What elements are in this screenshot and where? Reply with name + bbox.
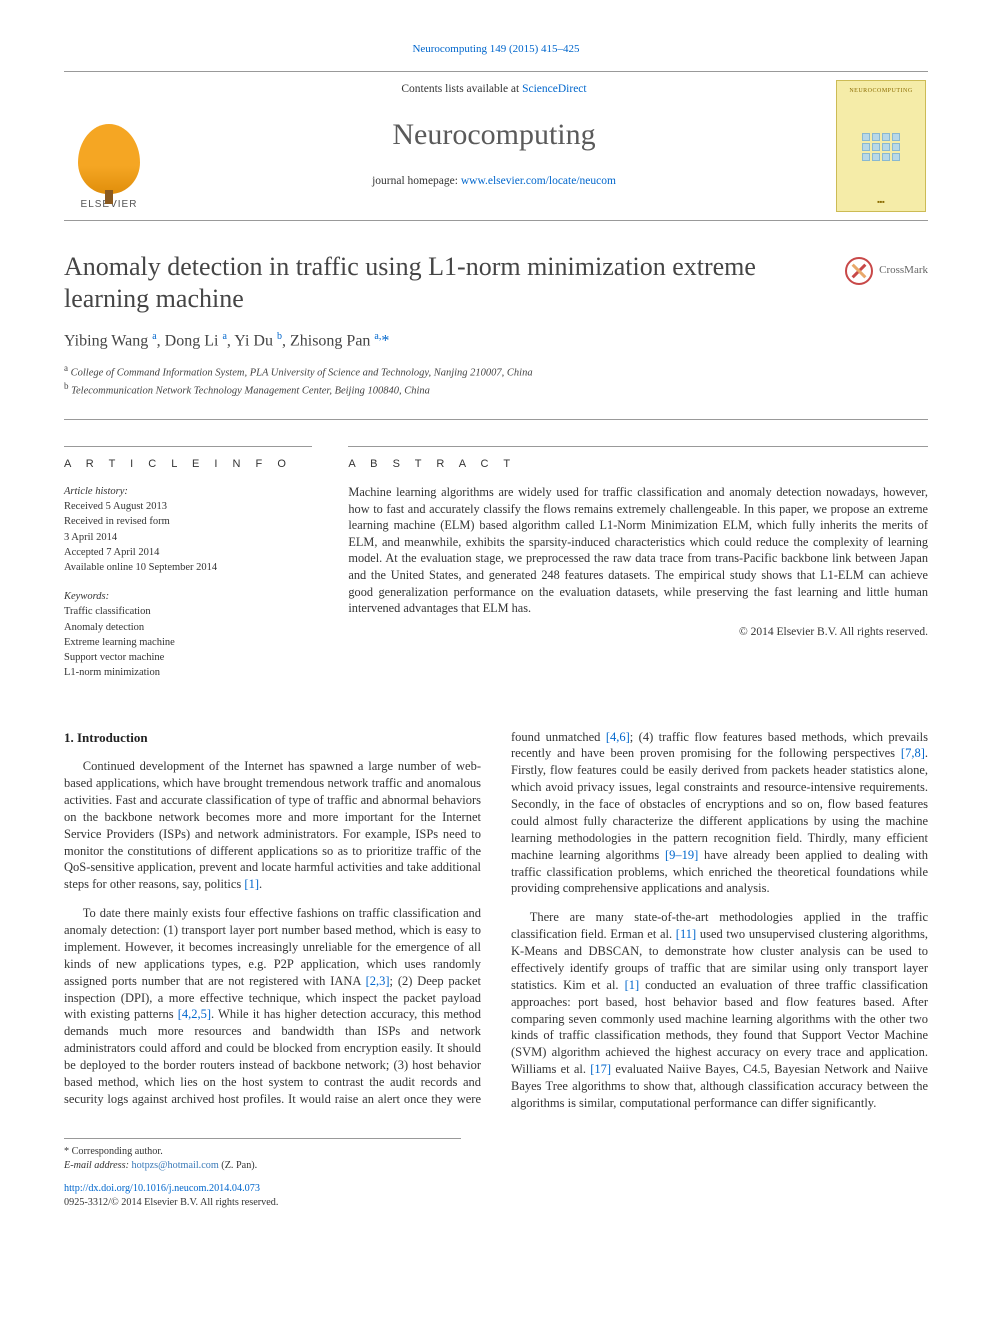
contents-line: Contents lists available at ScienceDirec…	[164, 82, 824, 98]
elsevier-tree-icon	[78, 124, 140, 194]
affiliation-b: b Telecommunication Network Technology M…	[64, 380, 928, 399]
journal-name: Neurocomputing	[164, 115, 824, 156]
email-label: E-mail address:	[64, 1160, 132, 1171]
citation-link[interactable]: [4,6]	[606, 730, 630, 744]
cover-title: NEUROCOMPUTING	[849, 87, 912, 95]
affiliation-a: a College of Command Information System,…	[64, 362, 928, 381]
section-1-heading: 1. Introduction	[64, 729, 481, 747]
crossmark-badge[interactable]: CrossMark	[845, 257, 928, 285]
publisher-logo: ELSEVIER	[64, 72, 154, 220]
history-line: Available online 10 September 2014	[64, 560, 312, 575]
citation-link[interactable]: [1]	[244, 877, 259, 891]
running-head-link[interactable]: Neurocomputing 149 (2015) 415–425	[412, 43, 579, 55]
homepage-prefix: journal homepage:	[372, 175, 461, 187]
article-info-heading: A R T I C L E I N F O	[64, 457, 312, 472]
cover-footer: ■■■	[877, 199, 884, 204]
crossmark-icon	[845, 257, 873, 285]
citation-link[interactable]: [2,3]	[366, 974, 390, 988]
abstract-column: A B S T R A C T Machine learning algorit…	[348, 446, 928, 694]
corresponding-author: * Corresponding author.	[64, 1145, 461, 1159]
doi-link[interactable]: http://dx.doi.org/10.1016/j.neucom.2014.…	[64, 1183, 260, 1194]
affiliations: a College of Command Information System,…	[64, 362, 928, 399]
homepage-line: journal homepage: www.elsevier.com/locat…	[164, 174, 824, 190]
citation-link[interactable]: [9–19]	[665, 848, 698, 862]
rule-divider	[64, 419, 928, 420]
cover-matrix-icon	[862, 133, 900, 161]
history-label: Article history:	[64, 484, 312, 499]
sciencedirect-link[interactable]: ScienceDirect	[522, 83, 587, 95]
article-info-column: A R T I C L E I N F O Article history: R…	[64, 446, 312, 694]
citation-link[interactable]: [7,8]	[901, 746, 925, 760]
doi-line: http://dx.doi.org/10.1016/j.neucom.2014.…	[64, 1182, 928, 1196]
citation-link[interactable]: [4,2,5]	[178, 1007, 211, 1021]
keywords-label: Keywords:	[64, 589, 312, 604]
article-title: Anomaly detection in traffic using L1-no…	[64, 251, 827, 316]
keyword: Traffic classification	[64, 604, 312, 619]
keyword: Anomaly detection	[64, 620, 312, 635]
abstract-heading: A B S T R A C T	[348, 457, 928, 472]
body-two-column: 1. Introduction Continued development of…	[64, 729, 928, 1116]
citation-link[interactable]: [17]	[590, 1062, 611, 1076]
email-link[interactable]: hotpzs@hotmail.com	[132, 1160, 219, 1171]
footnotes: * Corresponding author. E-mail address: …	[64, 1138, 461, 1173]
journal-cover-thumb: NEUROCOMPUTING ■■■	[836, 80, 926, 212]
article-history: Article history: Received 5 August 2013 …	[64, 484, 312, 575]
history-line: Received in revised form	[64, 514, 312, 529]
citation-link[interactable]: [1]	[625, 978, 640, 992]
keyword: Support vector machine	[64, 650, 312, 665]
history-line: Received 5 August 2013	[64, 499, 312, 514]
contents-prefix: Contents lists available at	[401, 83, 522, 95]
bottom-copyright: 0925-3312/© 2014 Elsevier B.V. All right…	[64, 1196, 928, 1210]
keyword: Extreme learning machine	[64, 635, 312, 650]
crossmark-label: CrossMark	[879, 263, 928, 278]
abstract-text: Machine learning algorithms are widely u…	[348, 484, 928, 617]
keyword: L1-norm minimization	[64, 665, 312, 680]
abstract-copyright: © 2014 Elsevier B.V. All rights reserved…	[348, 625, 928, 641]
paragraph: Continued development of the Internet ha…	[64, 758, 481, 893]
paragraph: There are many state-of-the-art methodol…	[511, 909, 928, 1112]
running-head: Neurocomputing 149 (2015) 415–425	[64, 42, 928, 57]
journal-header: ELSEVIER Contents lists available at Sci…	[64, 71, 928, 221]
author-list: Yibing Wang a, Dong Li a, Yi Du b, Zhiso…	[64, 330, 928, 352]
citation-link[interactable]: [11]	[676, 927, 696, 941]
history-line: 3 April 2014	[64, 530, 312, 545]
email-tail: (Z. Pan).	[219, 1160, 257, 1171]
keywords-block: Keywords: Traffic classification Anomaly…	[64, 589, 312, 680]
homepage-link[interactable]: www.elsevier.com/locate/neucom	[461, 175, 616, 187]
corresponding-email: E-mail address: hotpzs@hotmail.com (Z. P…	[64, 1159, 461, 1173]
history-line: Accepted 7 April 2014	[64, 545, 312, 560]
